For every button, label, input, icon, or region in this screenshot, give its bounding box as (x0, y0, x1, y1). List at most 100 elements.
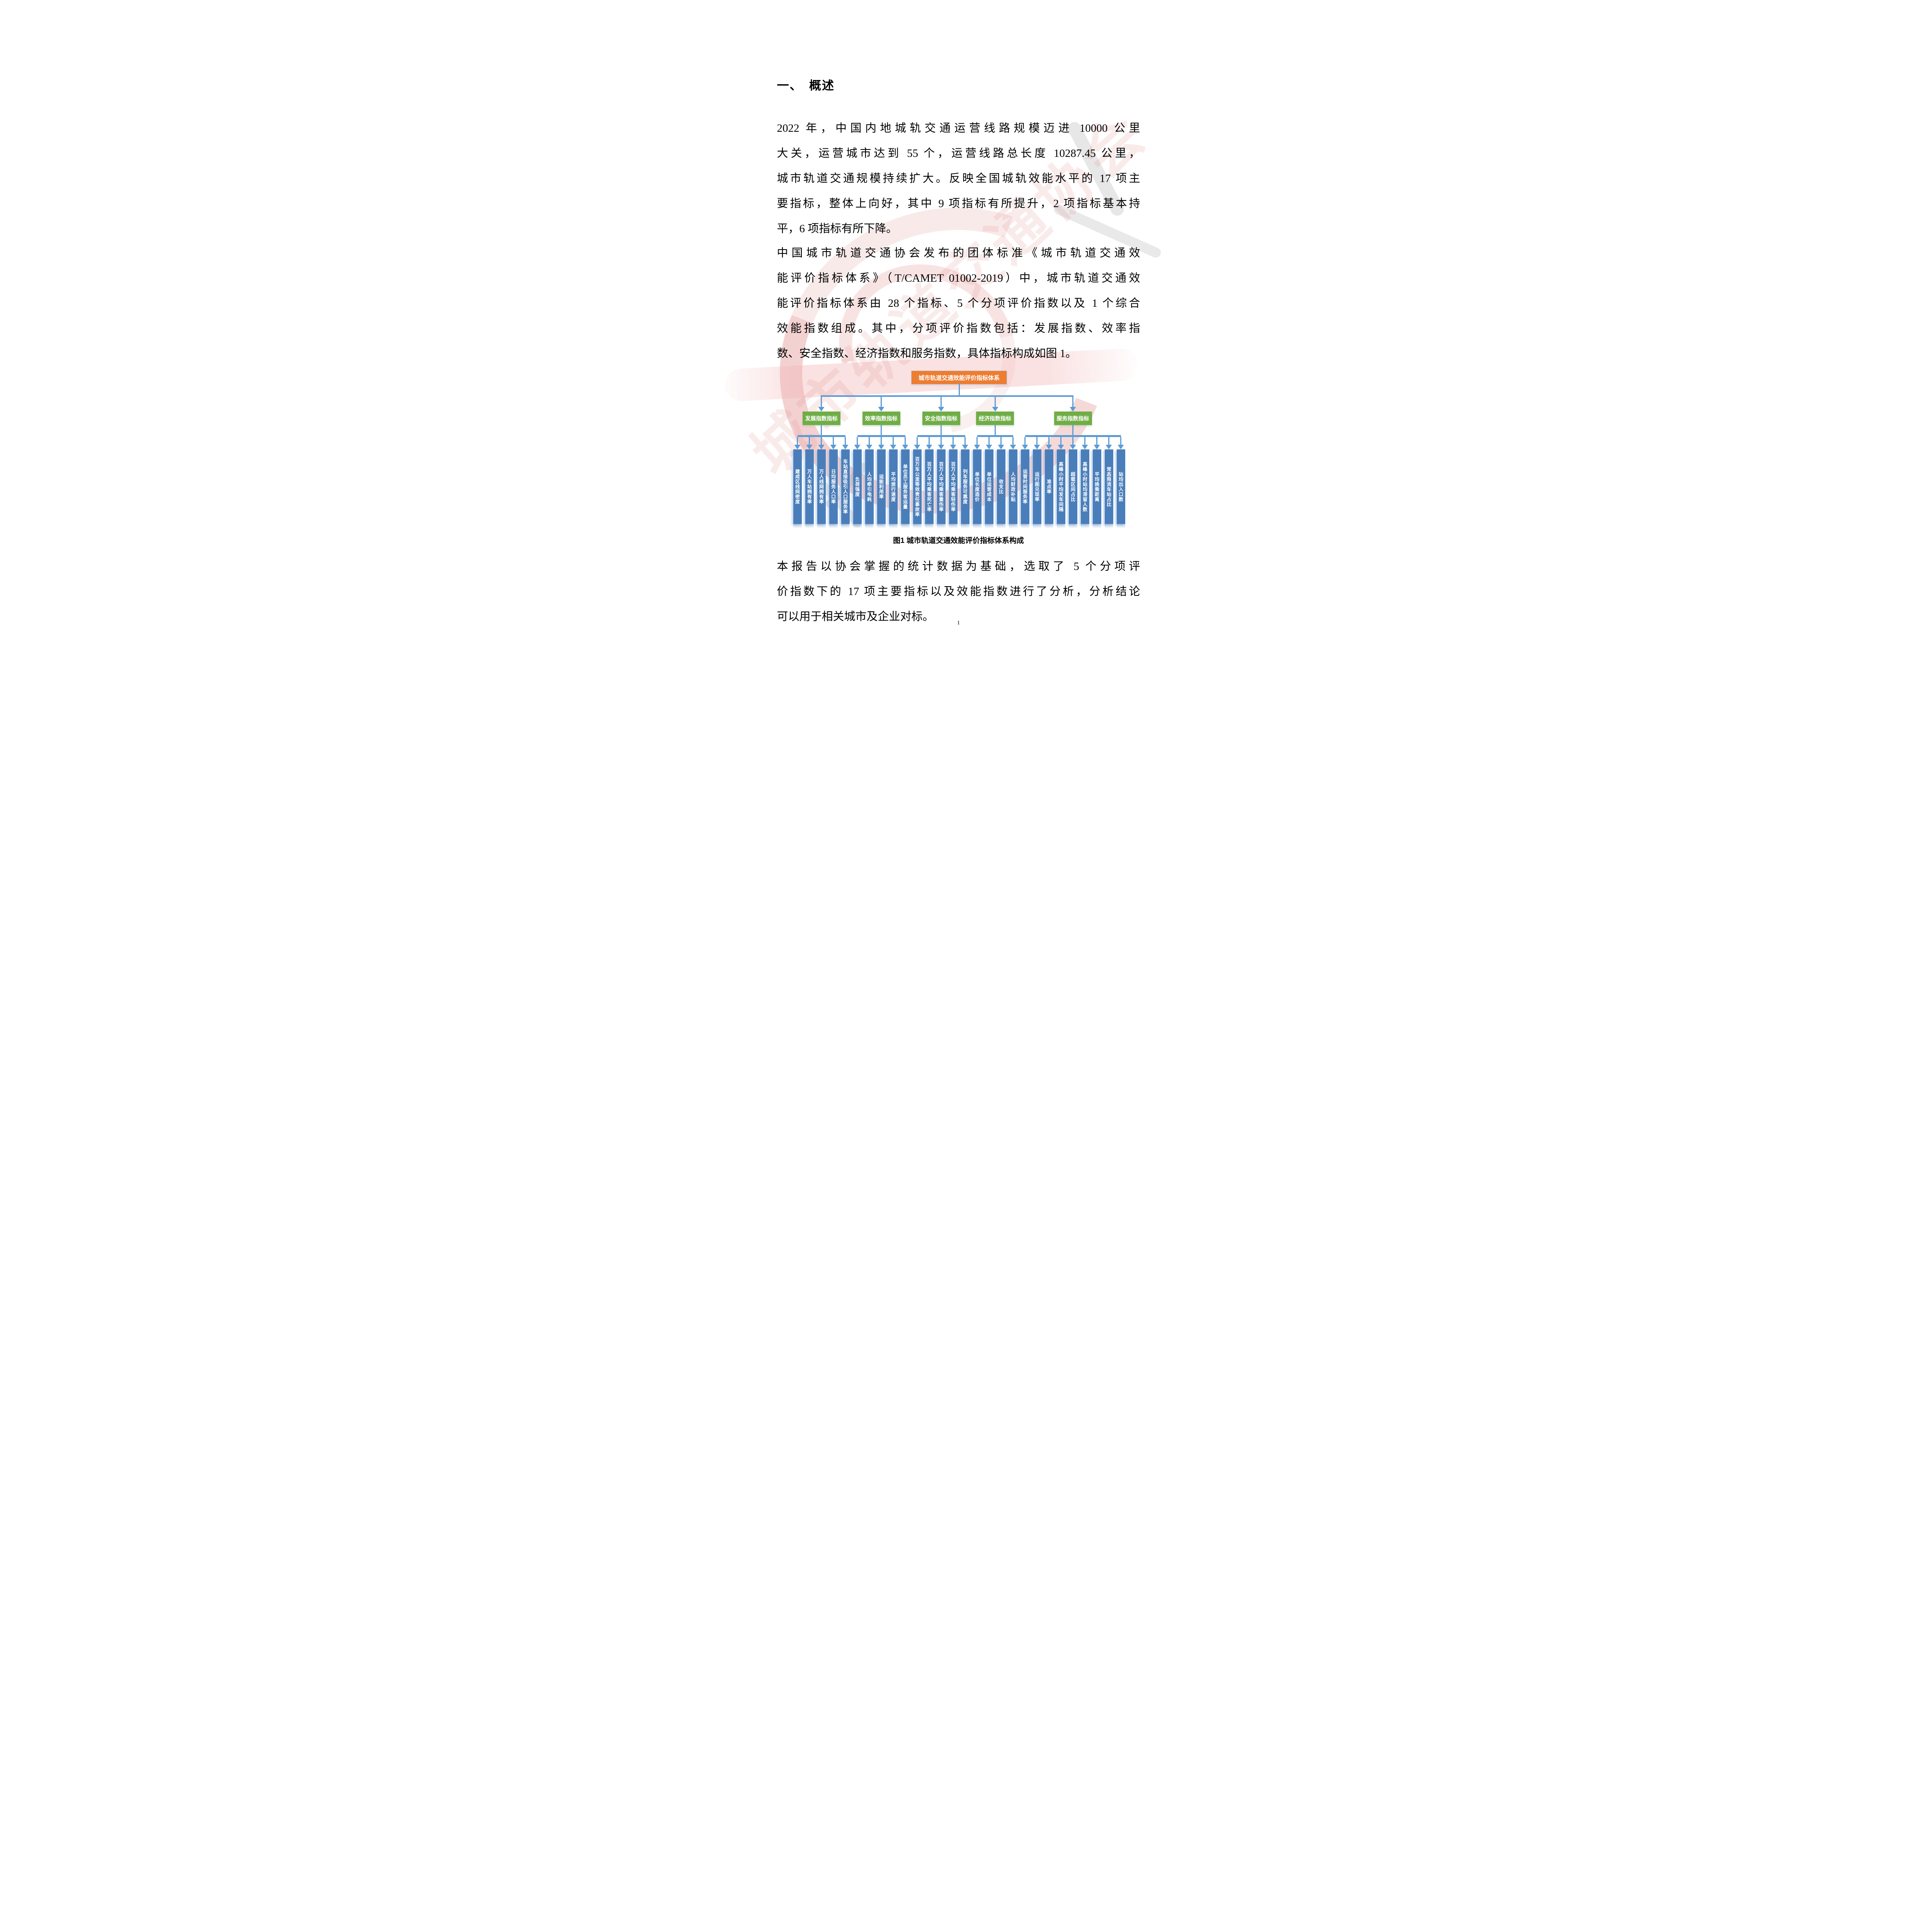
text-line: 效能指数组成。其中，分项评价指数包括：发展指数、效率指 (777, 322, 1140, 335)
arrow-down-icon (938, 437, 944, 449)
indicator-node: 百万人平均乘客重伤率 (937, 449, 946, 529)
indicator-bars: 百万车公里等效责任事故率 百万人平均乘客死亡率 百万人平均乘客重 (913, 449, 970, 529)
indicator-node: 建成区线网密度 (793, 449, 802, 529)
indicator-node: 负荷强度 (853, 449, 862, 529)
indicator-column: 平均换乘距离 (1092, 449, 1101, 529)
figure-indicator-system-diagram: 城市轨道交通效能评价指标体系 发展指数指标 建成区线网密度 (793, 371, 1125, 529)
arrow-down-icon (998, 437, 1004, 449)
diagram-root-node: 城市轨道交通效能评价指标体系 (911, 371, 1007, 384)
arrow-down-icon (902, 437, 908, 449)
paragraph: 本报告以协会掌握的统计数据为基础，选取了 5 个分项评 价指数下的 17 项主要指… (777, 554, 1140, 629)
indicator-label: 单位员工服务客运量 (902, 464, 908, 509)
diagram-category-node: 安全指数指标 (922, 412, 960, 425)
indicator-node: 日均服务人口率 (829, 449, 838, 529)
indicator-node: 超载区间占比 (1068, 449, 1077, 529)
indicator-column: 运营时间服务率 (1021, 449, 1029, 529)
connector-line (958, 384, 960, 395)
arrow-down-icon (830, 437, 837, 449)
indicator-label: 建成区线网密度 (794, 469, 800, 504)
arrow-down-icon (962, 437, 968, 449)
text-line: 价指数下的 17 项主要指标以及效能指数进行了分析，分析结论 (777, 585, 1140, 598)
indicator-label: 单位长度造价 (974, 471, 980, 502)
indicator-column: 人均财政补贴 (1009, 449, 1017, 529)
indicator-label: 高峰小时站均滞留人数 (1082, 461, 1088, 512)
indicator-node: 站均出入口数 (1116, 449, 1125, 529)
indicator-label: 单位运营成本 (986, 471, 992, 502)
indicator-label: 列车服务可靠度 (962, 469, 968, 504)
indicator-node: 列车服务可靠度 (961, 449, 970, 529)
indicator-column: 收支比 (997, 449, 1005, 529)
connector-line (821, 395, 1073, 397)
connector-bar (1025, 435, 1121, 437)
connector-line (941, 425, 942, 435)
indicator-label: 日均服务人口率 (830, 469, 836, 504)
arrow-down-icon (1022, 437, 1028, 449)
indicator-label: 百万人平均乘客重伤率 (938, 461, 944, 512)
indicator-label: 高峰小时平均发车间隔 (1058, 461, 1064, 512)
connector-bar (797, 435, 845, 437)
diagram-group: 安全指数指标 百万车公里等效责任事故率 (913, 371, 970, 529)
arrow-down-icon (818, 437, 825, 449)
indicator-column: 列车服务可靠度 (961, 449, 970, 529)
arrow-down-icon (1082, 437, 1088, 449)
indicator-column: 单位运营成本 (985, 449, 993, 529)
connector-line (994, 425, 996, 435)
diagram-group: 发展指数指标 建成区线网密度 (793, 371, 850, 529)
indicator-label: 万人线网拥有率 (818, 469, 824, 504)
arrow-down-icon (986, 437, 992, 449)
indicator-column: 百万人平均乘客死亡率 (925, 449, 934, 529)
arrow-down-icon (1034, 437, 1040, 449)
indicator-column: 人均牵引电耗 (865, 449, 874, 529)
indicator-column: 单位员工服务客运量 (901, 449, 910, 529)
connector-line (881, 425, 882, 435)
arrow-down-icon (950, 437, 956, 449)
indicator-label: 万人车站拥有率 (806, 469, 812, 504)
arrow-down-icon (878, 395, 885, 412)
indicator-label: 收支比 (998, 479, 1004, 494)
indicator-node: 运行图兑现率 (1032, 449, 1041, 529)
text-line: 要指标，整体上向好，其中 9 项指标有所提升，2 项指标基本持 (777, 197, 1140, 210)
indicator-label: 站均出入口数 (1118, 471, 1124, 502)
indicator-label: 车站直接吸引人口服务率 (842, 459, 848, 514)
indicator-node: 百万车公里等效责任事故率 (913, 449, 922, 529)
arrow-down-icon (1070, 437, 1076, 449)
connector-line (821, 425, 822, 435)
arrow-down-icon (842, 437, 849, 449)
indicator-column: 平均旅行速度 (889, 449, 898, 529)
indicator-bars: 单位长度造价 单位运营成本 收支比 (973, 449, 1017, 529)
connector-bar (977, 435, 1013, 437)
indicator-column: 运行图兑现率 (1032, 449, 1041, 529)
indicator-column: 百万车公里等效责任事故率 (913, 449, 922, 529)
arrow-down-icon (1070, 395, 1076, 412)
arrow-down-icon (794, 437, 801, 449)
indicator-node: 平均换乘距离 (1092, 449, 1101, 529)
indicator-column: 站均出入口数 (1116, 449, 1125, 529)
indicator-column: 负荷强度 (853, 449, 862, 529)
section-heading: 一、 概述 (777, 79, 835, 92)
indicator-node: 高峰小时站均滞留人数 (1080, 449, 1089, 529)
text-line: 可以用于相关城市及企业对标。 (777, 611, 934, 623)
arrow-down-icon (806, 437, 813, 449)
text-line: 大关，运营城市达到 55 个，运营线路总长度 10287.45 公里， (777, 147, 1140, 160)
arrow-down-icon (818, 395, 825, 412)
arrow-down-icon (878, 437, 885, 449)
arrow-down-icon (1058, 437, 1064, 449)
indicator-label: 常态限流车站占比 (1106, 466, 1112, 507)
indicator-column: 单位长度造价 (973, 449, 981, 529)
arrow-down-icon (938, 395, 944, 412)
diagram-category-node: 服务指数指标 (1054, 412, 1092, 425)
arrow-down-icon (854, 437, 861, 449)
indicator-node: 高峰小时平均发车间隔 (1056, 449, 1065, 529)
indicator-column: 建成区线网密度 (793, 449, 802, 529)
diagram-category-node: 经济指数指标 (976, 412, 1014, 425)
arrow-down-icon (1106, 437, 1112, 449)
arrow-down-icon (926, 437, 932, 449)
indicator-label: 平均换乘距离 (1094, 471, 1100, 502)
indicator-column: 万人车站拥有率 (805, 449, 814, 529)
indicator-node: 运营时间服务率 (1021, 449, 1029, 529)
paragraph: 2022 年，中国内地城轨交通运营线路规模迈进 10000 公里 大关，运营城市达… (777, 116, 1140, 242)
indicator-node: 百万人平均乘客死亡率 (925, 449, 934, 529)
connector-bar (857, 435, 905, 437)
indicator-label: 运能利用率 (878, 474, 884, 499)
indicator-column: 车站直接吸引人口服务率 (841, 449, 850, 529)
